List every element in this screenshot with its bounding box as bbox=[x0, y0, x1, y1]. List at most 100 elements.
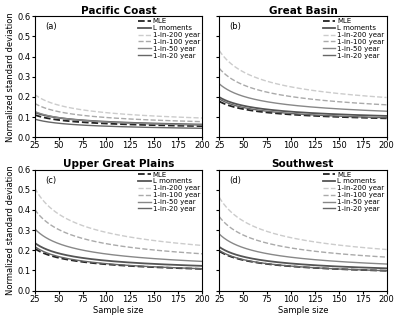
MLE bbox=[384, 117, 389, 120]
1-in-100 year bbox=[153, 118, 158, 122]
1-in-20 year bbox=[52, 254, 57, 257]
Title: Upper Great Plains: Upper Great Plains bbox=[63, 159, 174, 169]
Line: 1-in-50 year: 1-in-50 year bbox=[35, 111, 202, 125]
Line: 1-in-100 year: 1-in-100 year bbox=[219, 217, 386, 257]
1-in-100 year bbox=[322, 99, 327, 102]
1-in-50 year bbox=[200, 259, 204, 263]
1-in-20 year bbox=[138, 125, 142, 129]
MLE bbox=[154, 123, 159, 127]
1-in-100 year bbox=[338, 100, 343, 104]
Line: MLE: MLE bbox=[35, 115, 202, 126]
1-in-100 year bbox=[237, 81, 242, 85]
1-in-20 year bbox=[98, 261, 103, 265]
Line: L moments: L moments bbox=[219, 97, 386, 116]
1-in-50 year bbox=[87, 249, 92, 253]
X-axis label: Sample size: Sample size bbox=[278, 307, 328, 316]
1-in-100 year bbox=[322, 250, 327, 254]
1-in-50 year bbox=[384, 109, 389, 113]
1-in-100 year bbox=[52, 226, 57, 230]
L moments bbox=[217, 245, 222, 249]
1-in-50 year bbox=[272, 253, 276, 257]
1-in-200 year bbox=[154, 114, 159, 118]
1-in-200 year bbox=[384, 96, 389, 100]
1-in-100 year bbox=[200, 120, 204, 124]
Text: (c): (c) bbox=[45, 176, 56, 185]
1-in-200 year bbox=[154, 239, 159, 243]
Line: MLE: MLE bbox=[219, 251, 386, 271]
1-in-50 year bbox=[322, 106, 327, 110]
MLE bbox=[322, 114, 327, 118]
L moments bbox=[52, 115, 57, 119]
L moments bbox=[338, 112, 343, 116]
Line: 1-in-20 year: 1-in-20 year bbox=[219, 99, 386, 118]
MLE bbox=[200, 267, 204, 271]
1-in-100 year bbox=[52, 109, 57, 113]
Text: (a): (a) bbox=[45, 22, 56, 31]
1-in-100 year bbox=[32, 101, 37, 105]
Title: Southwest: Southwest bbox=[272, 159, 334, 169]
1-in-200 year bbox=[153, 239, 158, 243]
MLE bbox=[217, 249, 222, 253]
1-in-50 year bbox=[338, 107, 343, 111]
1-in-50 year bbox=[52, 115, 57, 119]
MLE bbox=[338, 115, 343, 119]
1-in-100 year bbox=[87, 238, 92, 242]
MLE bbox=[338, 115, 342, 119]
L moments bbox=[154, 262, 159, 266]
1-in-100 year bbox=[138, 247, 142, 250]
1-in-50 year bbox=[32, 227, 37, 231]
1-in-200 year bbox=[283, 235, 288, 239]
Line: 1-in-100 year: 1-in-100 year bbox=[35, 210, 202, 254]
1-in-100 year bbox=[338, 252, 342, 256]
Line: MLE: MLE bbox=[35, 248, 202, 269]
1-in-50 year bbox=[87, 119, 92, 123]
L moments bbox=[153, 262, 158, 266]
1-in-50 year bbox=[154, 257, 159, 261]
1-in-200 year bbox=[32, 186, 37, 190]
L moments bbox=[200, 123, 204, 126]
MLE bbox=[32, 247, 37, 250]
MLE bbox=[32, 113, 37, 117]
1-in-200 year bbox=[237, 217, 242, 221]
1-in-200 year bbox=[322, 241, 327, 245]
1-in-20 year bbox=[87, 124, 92, 127]
1-in-100 year bbox=[87, 114, 92, 118]
MLE bbox=[87, 261, 92, 265]
1-in-50 year bbox=[138, 256, 142, 259]
MLE bbox=[384, 269, 389, 273]
1-in-50 year bbox=[237, 244, 242, 248]
Y-axis label: Normalized standard deviation: Normalized standard deviation bbox=[6, 12, 14, 142]
L moments bbox=[237, 254, 242, 257]
L moments bbox=[32, 110, 37, 114]
1-in-20 year bbox=[87, 260, 92, 264]
1-in-20 year bbox=[283, 111, 288, 115]
MLE bbox=[153, 265, 158, 269]
MLE bbox=[98, 262, 103, 266]
L moments bbox=[384, 114, 389, 118]
MLE bbox=[338, 267, 342, 271]
1-in-50 year bbox=[200, 123, 204, 127]
L moments bbox=[272, 260, 276, 264]
L moments bbox=[138, 121, 142, 125]
1-in-100 year bbox=[237, 231, 242, 235]
Line: 1-in-200 year: 1-in-200 year bbox=[35, 95, 202, 118]
Line: 1-in-20 year: 1-in-20 year bbox=[35, 247, 202, 269]
1-in-100 year bbox=[384, 103, 389, 107]
L moments bbox=[338, 112, 342, 116]
Legend: MLE, L moments, 1-in-200 year, 1-in-100 year, 1-in-50 year, 1-in-20 year: MLE, L moments, 1-in-200 year, 1-in-100 … bbox=[138, 171, 201, 213]
1-in-20 year bbox=[272, 263, 276, 266]
1-in-200 year bbox=[87, 226, 92, 230]
1-in-20 year bbox=[200, 126, 204, 130]
1-in-200 year bbox=[52, 210, 57, 213]
1-in-20 year bbox=[153, 126, 158, 129]
1-in-200 year bbox=[138, 113, 142, 117]
1-in-100 year bbox=[217, 66, 222, 70]
1-in-200 year bbox=[272, 231, 276, 235]
MLE bbox=[237, 106, 242, 110]
1-in-20 year bbox=[153, 265, 158, 269]
MLE bbox=[338, 267, 343, 271]
MLE bbox=[237, 257, 242, 261]
1-in-200 year bbox=[237, 68, 242, 72]
1-in-20 year bbox=[384, 116, 389, 120]
1-in-200 year bbox=[200, 244, 204, 247]
